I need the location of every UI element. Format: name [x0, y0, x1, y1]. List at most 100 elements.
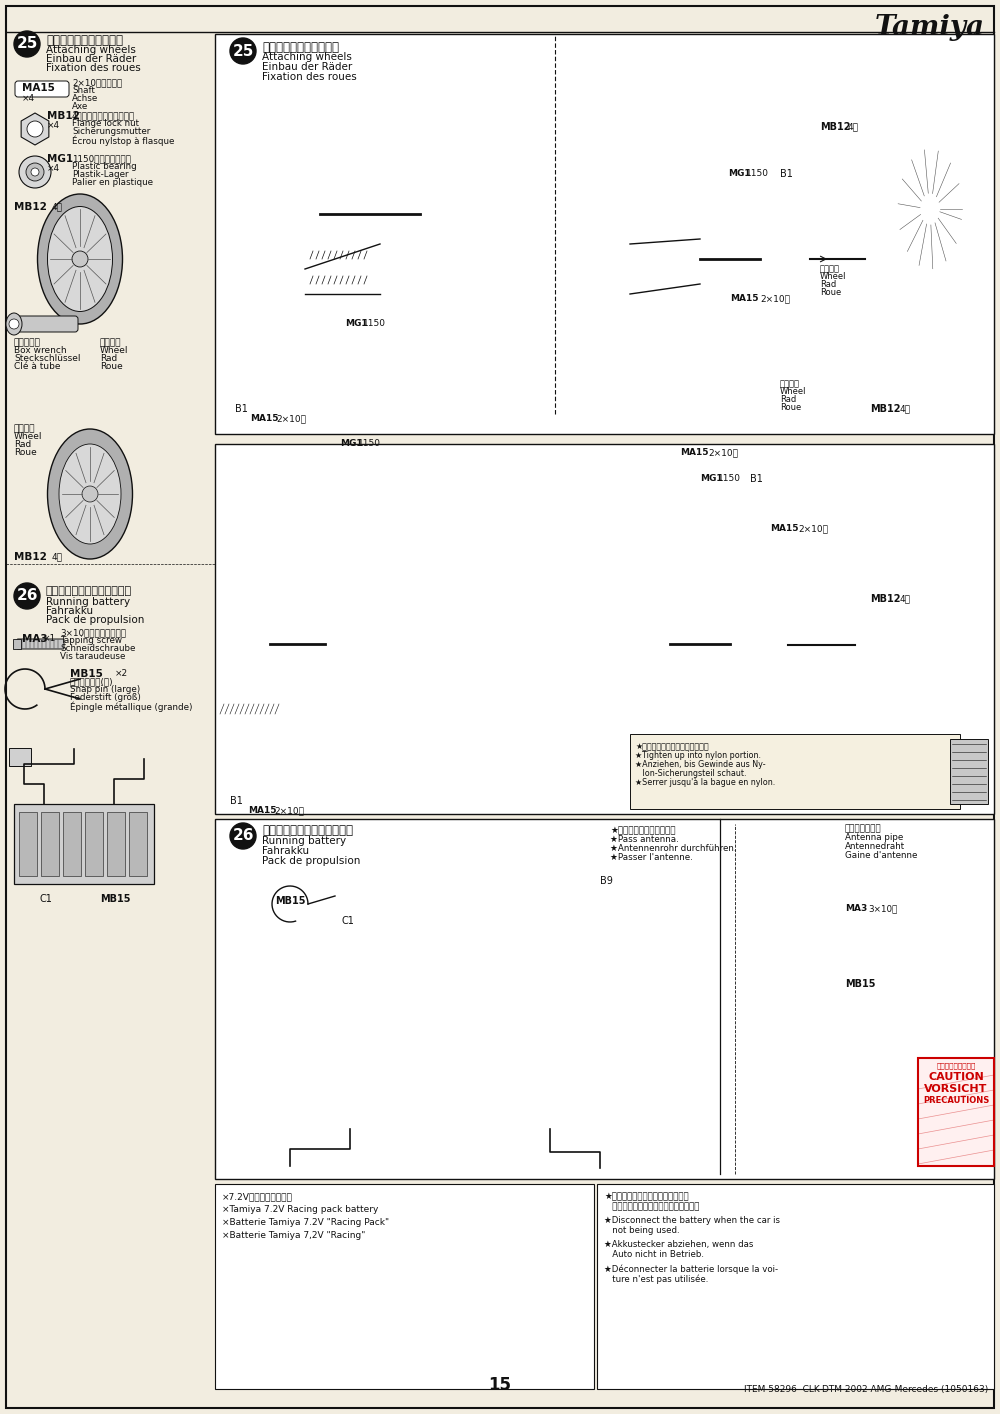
- Bar: [442, 1000, 478, 1118]
- FancyBboxPatch shape: [276, 875, 794, 1162]
- Text: Roue: Roue: [100, 362, 123, 370]
- Text: MA3: MA3: [845, 904, 867, 913]
- Text: C1: C1: [342, 916, 355, 926]
- Text: Wheel: Wheel: [14, 433, 42, 441]
- Circle shape: [741, 629, 771, 659]
- Text: Fahrakku: Fahrakku: [262, 846, 309, 855]
- Text: Auto nicht in Betrieb.: Auto nicht in Betrieb.: [604, 1250, 704, 1258]
- Bar: [500, 184, 560, 284]
- Text: Pack de propulsion: Pack de propulsion: [46, 615, 144, 625]
- Circle shape: [14, 583, 40, 609]
- Text: not being used.: not being used.: [604, 1226, 680, 1234]
- Text: 注意してください。: 注意してください。: [936, 1062, 976, 1069]
- Circle shape: [971, 635, 989, 653]
- Circle shape: [82, 486, 98, 502]
- Text: MA15: MA15: [770, 525, 798, 533]
- Text: Federstift (groß): Federstift (groß): [70, 693, 141, 701]
- Text: ×Batterie Tamiya 7.2V "Racing Pack": ×Batterie Tamiya 7.2V "Racing Pack": [222, 1217, 389, 1227]
- Text: MB12: MB12: [14, 551, 47, 561]
- Bar: [340, 896, 362, 912]
- Text: ★Serrer jusqu'à la bague en nylon.: ★Serrer jusqu'à la bague en nylon.: [635, 778, 775, 788]
- Text: MG1: MG1: [728, 170, 751, 178]
- Text: Fixation des roues: Fixation des roues: [46, 64, 141, 74]
- Text: MB12: MB12: [820, 122, 850, 132]
- Ellipse shape: [912, 584, 968, 704]
- Text: MB15: MB15: [100, 894, 130, 904]
- Bar: [630, 734, 960, 809]
- Text: リーのコネクターを外してください。: リーのコネクターを外してください。: [604, 1202, 699, 1210]
- Text: 1150: 1150: [363, 320, 386, 328]
- Circle shape: [72, 252, 88, 267]
- Text: 3×10㎜: 3×10㎜: [868, 904, 897, 913]
- Text: MA15: MA15: [248, 806, 276, 814]
- Circle shape: [31, 168, 39, 175]
- Text: Antenna pipe: Antenna pipe: [845, 833, 903, 841]
- Bar: [129, 812, 147, 877]
- Bar: [305, 988, 585, 1128]
- Bar: [310, 1000, 346, 1118]
- Text: Wheel: Wheel: [820, 271, 846, 281]
- Text: Vis taraudeuse: Vis taraudeuse: [60, 652, 125, 660]
- Ellipse shape: [270, 171, 310, 256]
- Circle shape: [920, 199, 940, 219]
- Text: ★Pass antenna.: ★Pass antenna.: [610, 836, 679, 844]
- Text: ホイール: ホイール: [820, 264, 840, 273]
- Text: Snap pin (large): Snap pin (large): [70, 684, 140, 694]
- Text: ×4: ×4: [22, 93, 35, 103]
- Circle shape: [230, 38, 256, 64]
- Text: C1: C1: [40, 894, 53, 904]
- Bar: [270, 636, 292, 652]
- Ellipse shape: [922, 605, 958, 683]
- Text: MG1: MG1: [700, 474, 723, 484]
- Text: 《走行用バッテリーの搭載》: 《走行用バッテリーの搭載》: [46, 585, 132, 595]
- Text: MA15: MA15: [250, 414, 278, 423]
- Text: CAUTION: CAUTION: [928, 1072, 984, 1082]
- Text: 25: 25: [232, 44, 254, 58]
- Bar: [530, 1000, 566, 1118]
- Text: ★Déconnecter la batterie lorsque la voi-: ★Déconnecter la batterie lorsque la voi-: [604, 1264, 778, 1274]
- Text: Roue: Roue: [820, 288, 841, 297]
- Text: Roue: Roue: [780, 403, 801, 411]
- Bar: [41, 812, 59, 877]
- Text: 2×10㎜: 2×10㎜: [708, 448, 738, 457]
- Text: Fixation des roues: Fixation des roues: [262, 72, 357, 82]
- Bar: [455, 574, 535, 734]
- Bar: [354, 1000, 390, 1118]
- Ellipse shape: [420, 214, 470, 264]
- Text: 《ホイールのとりつけ》: 《ホイールのとりつけ》: [262, 41, 339, 54]
- Circle shape: [767, 252, 783, 267]
- Text: Rad: Rad: [820, 280, 836, 288]
- Text: Écrou nylstop à flasque: Écrou nylstop à flasque: [72, 134, 174, 146]
- Text: MG1: MG1: [47, 154, 73, 164]
- Bar: [595, 988, 660, 1034]
- Bar: [400, 174, 490, 304]
- Text: MB12: MB12: [870, 594, 900, 604]
- Text: ホイール: ホイール: [14, 424, 36, 433]
- Text: B1: B1: [230, 796, 243, 806]
- Bar: [398, 1000, 434, 1118]
- Text: ITEM 58296  CLK-DTM 2002 AMG-Mercedes (1050163): ITEM 58296 CLK-DTM 2002 AMG-Mercedes (10…: [744, 1384, 988, 1394]
- Bar: [63, 812, 81, 877]
- Text: ★Akkustecker abziehen, wenn das: ★Akkustecker abziehen, wenn das: [604, 1240, 753, 1249]
- Text: ★ナイロン部まで締め込みます。: ★ナイロン部まで締め込みます。: [635, 742, 709, 751]
- Circle shape: [19, 156, 51, 188]
- Text: ×Tamiya 7.2V Racing pack battery: ×Tamiya 7.2V Racing pack battery: [222, 1205, 378, 1215]
- Text: Attaching wheels: Attaching wheels: [262, 52, 352, 62]
- Polygon shape: [21, 113, 49, 146]
- Bar: [14, 805, 154, 884]
- Bar: [486, 1000, 522, 1118]
- Text: 2×10㎜: 2×10㎜: [276, 414, 306, 423]
- Text: B1: B1: [750, 474, 763, 484]
- Text: Fahrakku: Fahrakku: [46, 607, 93, 617]
- Text: Shaft: Shaft: [72, 86, 95, 95]
- Bar: [9, 748, 31, 766]
- Text: 4㎜: 4㎜: [848, 122, 859, 132]
- Text: ×7.2Vレーシングパック: ×7.2Vレーシングパック: [222, 1192, 293, 1200]
- Text: B9: B9: [600, 877, 613, 887]
- Bar: [19, 812, 37, 877]
- Circle shape: [27, 122, 43, 137]
- Text: Steckschlüssel: Steckschlüssel: [14, 354, 80, 363]
- Bar: [215, 1184, 594, 1389]
- Text: Tapping screw: Tapping screw: [60, 636, 122, 645]
- Ellipse shape: [48, 206, 112, 311]
